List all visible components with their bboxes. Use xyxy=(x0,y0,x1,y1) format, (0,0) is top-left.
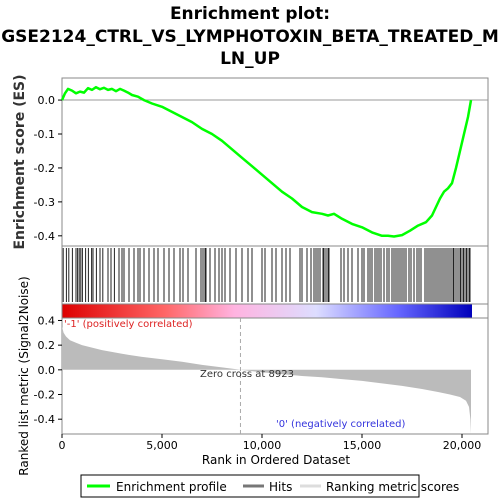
rank-x-tick-label: 0 xyxy=(59,439,66,452)
es-y-tick-label: -0.4 xyxy=(34,230,55,243)
hits-frame xyxy=(61,245,489,305)
rank-x-axis-label: Rank in Ordered Dataset xyxy=(202,453,350,467)
hit-marks xyxy=(62,248,471,302)
rank-y-axis-label: Ranked list metric (Signal2Noise) xyxy=(17,276,31,475)
rank-y-tick-label: -0.2 xyxy=(34,389,55,402)
hits-panel xyxy=(61,245,489,305)
es-plot-frame xyxy=(61,77,489,247)
legend-ranking-label: Ranking metric scores xyxy=(326,480,459,494)
positive-correlation-label: '-1' (positively correlated) xyxy=(64,319,193,330)
negative-correlation-label: '0' (negatively correlated) xyxy=(276,419,405,430)
title-line-2: GSE2124_CTRL_VS_LYMPHOTOXIN_BETA_TREATED… xyxy=(1,27,499,47)
rank-x-axis: 0 5,000 10,000 15,000 20,000 xyxy=(59,434,482,452)
rank-y-tick-label: -0.4 xyxy=(34,413,55,426)
enrichment-score-panel: 0.0 -0.1 -0.2 -0.3 -0.4 Enrichment score (ES… xyxy=(12,74,489,250)
rank-x-tick-label: 5,000 xyxy=(146,439,178,452)
es-y-tick-label: 0.0 xyxy=(38,94,56,107)
ranking-gradient-bar xyxy=(62,304,472,318)
zero-cross-label: Zero cross at 8923 xyxy=(200,369,294,380)
es-y-axis: 0.0 -0.1 -0.2 -0.3 -0.4 xyxy=(34,94,62,243)
legend: Enrichment profile Hits Ranking metric s… xyxy=(80,474,459,498)
es-y-tick-label: -0.2 xyxy=(34,162,55,175)
rank-x-tick-label: 10,000 xyxy=(243,439,282,452)
rank-y-axis: 0.4 0.2 0.0 -0.2 -0.4 xyxy=(34,314,62,426)
rank-x-tick-label: 20,000 xyxy=(443,439,482,452)
chart-title: Enrichment plot: GSE2124_CTRL_VS_LYMPHOT… xyxy=(1,4,499,69)
legend-enrichment-label: Enrichment profile xyxy=(116,480,227,494)
es-y-tick-label: -0.1 xyxy=(34,128,55,141)
ranking-metric-area xyxy=(62,326,471,434)
enrichment-profile-line xyxy=(60,85,473,238)
es-y-tick-label: -0.3 xyxy=(34,196,55,209)
rank-y-tick-label: 0.2 xyxy=(38,339,56,352)
title-line-3: LN_UP xyxy=(220,49,280,69)
rank-x-tick-label: 15,000 xyxy=(343,439,382,452)
rank-y-tick-label: 0.0 xyxy=(38,364,56,377)
rank-y-tick-label: 0.4 xyxy=(38,314,56,327)
title-line-1: Enrichment plot: xyxy=(170,4,330,24)
ranked-list-panel: 0.4 0.2 0.0 -0.2 -0.4 0 5,000 10,000 15,000 20,0… xyxy=(17,276,489,476)
legend-hits-label: Hits xyxy=(269,480,292,494)
es-y-axis-label: Enrichment score (ES) xyxy=(12,74,28,249)
